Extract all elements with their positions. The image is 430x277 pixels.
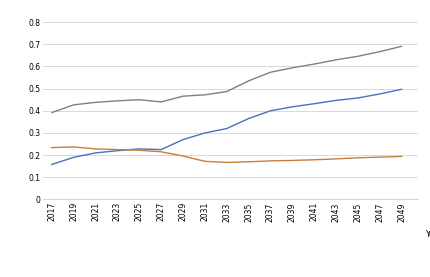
old age dependency ratio (311, 102, 316, 105)
total dependency ratio (158, 100, 163, 104)
total dependency ratio (354, 55, 359, 58)
children dependency ratio (114, 148, 120, 151)
Text: Year: Year (424, 230, 430, 239)
old age dependency ratio (267, 109, 273, 112)
total dependency ratio (224, 90, 229, 93)
total dependency ratio (93, 101, 98, 104)
old age dependency ratio (71, 156, 76, 159)
children dependency ratio (136, 148, 141, 152)
children dependency ratio (376, 155, 381, 159)
Legend: old age dependency ratio, children dependency ratio, total dependency ratio: old age dependency ratio, children depen… (46, 275, 389, 277)
old age dependency ratio (158, 148, 163, 151)
total dependency ratio (267, 71, 273, 74)
total dependency ratio (180, 94, 185, 98)
total dependency ratio (376, 50, 381, 53)
old age dependency ratio (289, 105, 294, 109)
old age dependency ratio (180, 138, 185, 141)
old age dependency ratio (136, 147, 141, 151)
total dependency ratio (398, 45, 403, 48)
old age dependency ratio (224, 127, 229, 130)
old age dependency ratio (114, 149, 120, 152)
old age dependency ratio (49, 163, 54, 166)
children dependency ratio (267, 159, 273, 163)
old age dependency ratio (376, 92, 381, 96)
total dependency ratio (49, 111, 54, 114)
old age dependency ratio (333, 99, 338, 102)
old age dependency ratio (246, 117, 251, 120)
children dependency ratio (49, 146, 54, 149)
children dependency ratio (354, 156, 359, 160)
total dependency ratio (71, 103, 76, 106)
children dependency ratio (246, 160, 251, 163)
old age dependency ratio (398, 88, 403, 91)
total dependency ratio (333, 58, 338, 61)
children dependency ratio (398, 155, 403, 158)
children dependency ratio (202, 160, 207, 163)
total dependency ratio (311, 62, 316, 66)
Line: old age dependency ratio: old age dependency ratio (52, 89, 401, 165)
children dependency ratio (311, 158, 316, 161)
children dependency ratio (289, 159, 294, 162)
total dependency ratio (202, 93, 207, 96)
children dependency ratio (333, 157, 338, 161)
old age dependency ratio (354, 96, 359, 100)
Line: total dependency ratio: total dependency ratio (52, 46, 401, 112)
total dependency ratio (136, 98, 141, 101)
old age dependency ratio (202, 131, 207, 135)
children dependency ratio (71, 145, 76, 148)
Line: children dependency ratio: children dependency ratio (52, 147, 401, 162)
children dependency ratio (224, 161, 229, 164)
total dependency ratio (289, 66, 294, 70)
children dependency ratio (158, 150, 163, 153)
children dependency ratio (180, 154, 185, 158)
old age dependency ratio (93, 151, 98, 155)
total dependency ratio (114, 99, 120, 102)
children dependency ratio (93, 147, 98, 151)
total dependency ratio (246, 79, 251, 83)
